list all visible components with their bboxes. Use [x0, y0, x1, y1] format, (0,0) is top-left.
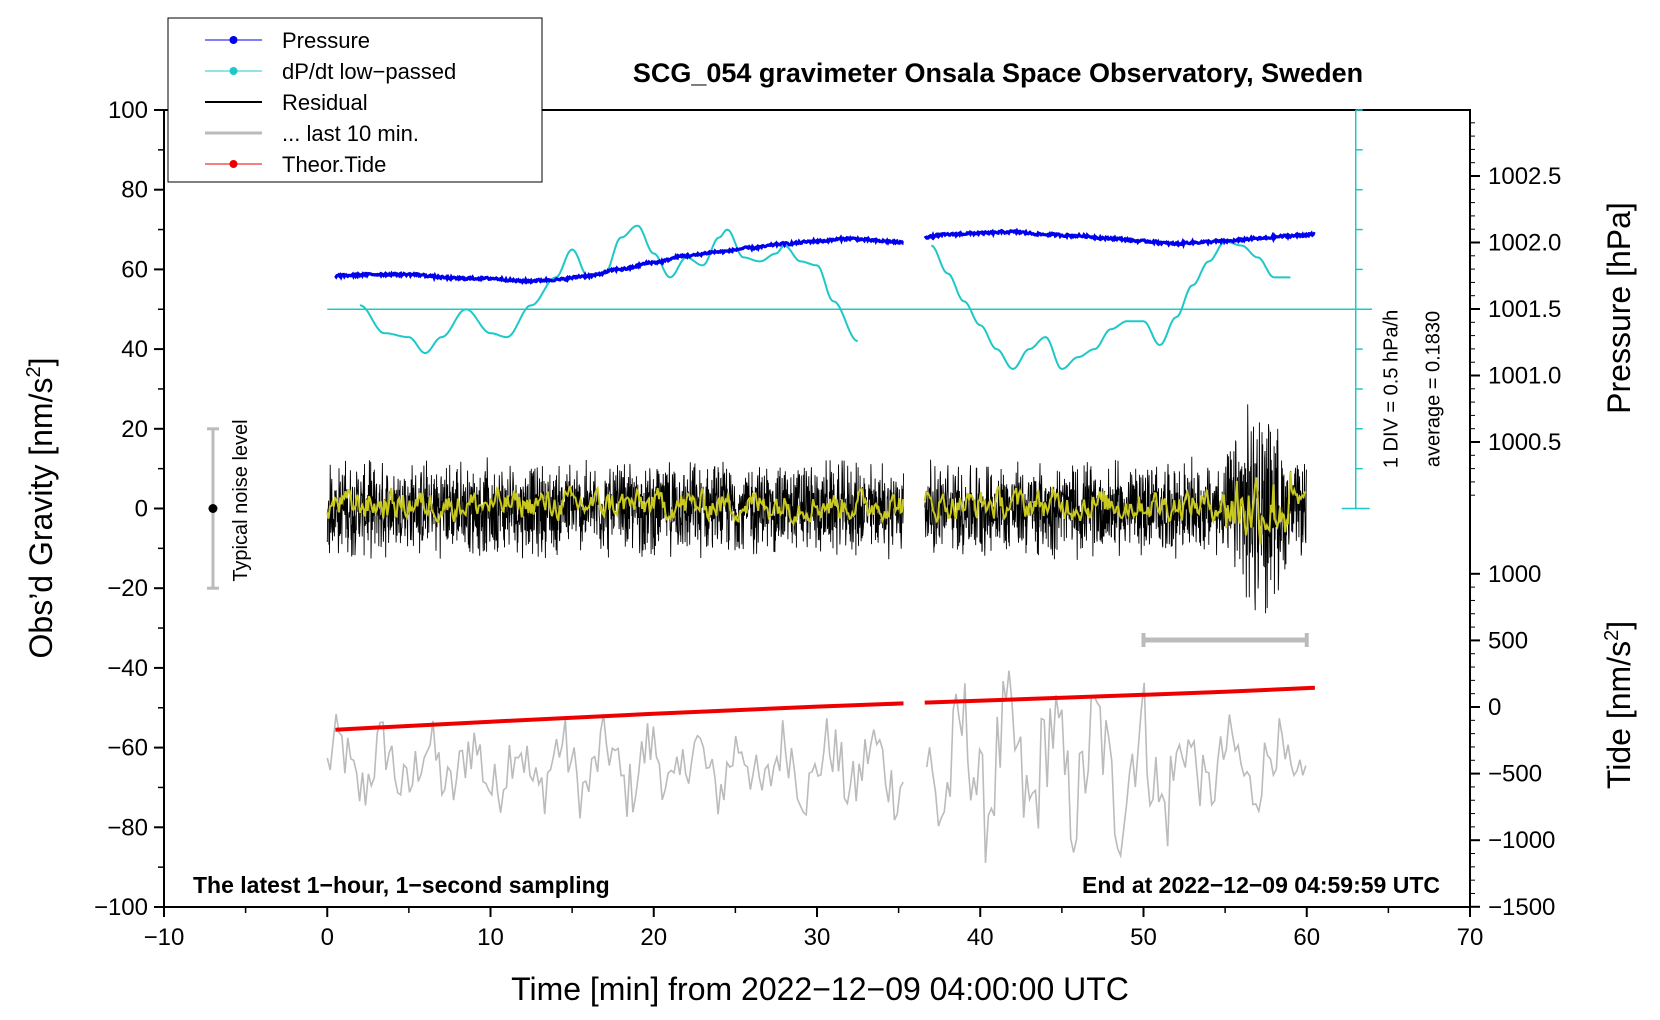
- tide-title-main: Tide [nm/s: [1601, 641, 1637, 789]
- tide-tick-label: −1000: [1488, 827, 1555, 854]
- legend-box: [167, 17, 543, 183]
- x-tick-label: 0: [321, 924, 334, 951]
- noise-level-label: Typical noise level: [230, 419, 252, 581]
- residual-lowpass-line: [326, 485, 905, 527]
- legend: Pressure dP/dt low−passed Residual ... last…: [167, 17, 543, 183]
- y-left-title-sup: 2: [23, 366, 45, 377]
- pressure-line: [923, 227, 1316, 250]
- y-left-tick-label: 40: [121, 336, 148, 363]
- last-10-min-bar: [1141, 633, 1309, 648]
- end-note: End at 2022−12−09 04:59:59 UTC: [1082, 872, 1440, 898]
- y-left-tick-label: 60: [121, 256, 148, 283]
- x-tick-label: 50: [1130, 924, 1157, 951]
- x-axis-title: Time [min] from 2022−12−09 04:00:00 UTC: [511, 971, 1129, 1007]
- tide-line: [335, 701, 904, 732]
- legend-label: ... last 10 min.: [282, 121, 419, 146]
- residual-line: [924, 404, 1307, 614]
- x-tick-label: 10: [477, 924, 504, 951]
- y-left-tick-label: 80: [121, 177, 148, 204]
- tide-tick-label: −500: [1488, 761, 1542, 788]
- chart-title: SCG_054 gravimeter Onsala Space Observat…: [633, 58, 1363, 88]
- pressure-tick-label: 1001.5: [1488, 296, 1561, 323]
- y-axis-pressure-title: Pressure [hPa]: [1601, 202, 1637, 414]
- residual-line: [326, 457, 904, 560]
- dpdt-scale-label: 1 DIV = 0.5 hPa/h: [1381, 310, 1403, 468]
- pressure-line: [334, 234, 905, 286]
- dpdt-line: [359, 224, 859, 355]
- tide-line: [924, 685, 1315, 705]
- y-left-tick-label: 0: [135, 496, 148, 523]
- y-left-tick-label: 100: [108, 97, 148, 124]
- tide-tick-label: −1500: [1488, 894, 1555, 921]
- tide-title-end: ]: [1601, 621, 1637, 630]
- legend-label: dP/dt low−passed: [282, 59, 456, 84]
- tide-title-sup: 2: [1601, 630, 1623, 641]
- y-axis-tide: 1000 500 0 −500 −1000 −1500: [1470, 561, 1555, 921]
- legend-swatch-dot: [229, 36, 238, 44]
- x-tick-label: 40: [967, 924, 994, 951]
- dpdt-average-label: average = 0.1830: [1423, 311, 1445, 467]
- y-left-tick-label: −20: [107, 575, 148, 602]
- y-left-tick-label: 20: [121, 416, 148, 443]
- tide-tick-label: 0: [1488, 694, 1501, 721]
- tide-tick-label: 500: [1488, 627, 1528, 654]
- pressure-tick-label: 1002.0: [1488, 230, 1561, 257]
- y-left-tick-label: −40: [107, 655, 148, 682]
- legend-swatch-dot: [229, 160, 238, 168]
- y-axis-left: 100 80 60 40 20 0 −20 −40 −60 −80 −100: [94, 97, 164, 921]
- y-left-tick-label: −100: [94, 894, 148, 921]
- residual-lowpass-line: [923, 471, 1307, 545]
- dpdt-scale-axis: [1341, 109, 1370, 510]
- x-tick-label: 60: [1293, 924, 1320, 951]
- last-10-min-line: [326, 670, 1307, 863]
- y-left-tick-label: −60: [107, 735, 148, 762]
- noise-bar-center-dot: [208, 504, 218, 513]
- y-left-title-end: ]: [23, 358, 59, 367]
- x-tick-label: 20: [640, 924, 667, 951]
- pressure-tick-label: 1000.5: [1488, 429, 1561, 456]
- x-tick-label: 70: [1457, 924, 1484, 951]
- noise-level-bar: [206, 427, 219, 590]
- x-axis: −10 0 10 20 30 40 50 60 70: [144, 907, 1484, 951]
- legend-swatch-dot: [229, 67, 238, 75]
- y-axis-pressure: 1002.5 1002.0 1001.5 1001.0 1000.5: [1470, 122, 1561, 496]
- y-axis-left-title: Obs’d Gravity [nm/s2]: [23, 358, 59, 659]
- legend-label: Theor.Tide: [282, 152, 386, 177]
- pressure-tick-label: 1002.5: [1488, 163, 1561, 190]
- pressure-tick-label: 1001.0: [1488, 363, 1561, 390]
- x-tick-label: −10: [144, 924, 185, 951]
- x-tick-label: 30: [804, 924, 831, 951]
- sampling-note: The latest 1−hour, 1−second sampling: [193, 872, 610, 898]
- tide-tick-label: 1000: [1488, 561, 1541, 588]
- y-axis-tide-title: Tide [nm/s2]: [1601, 621, 1637, 789]
- y-left-title-main: Obs’d Gravity [nm/s: [23, 378, 59, 659]
- dpdt-line: [930, 240, 1291, 371]
- series-layer: [326, 224, 1373, 863]
- legend-label: Residual: [282, 90, 368, 115]
- legend-label: Pressure: [282, 28, 370, 53]
- y-left-tick-label: −80: [107, 814, 148, 841]
